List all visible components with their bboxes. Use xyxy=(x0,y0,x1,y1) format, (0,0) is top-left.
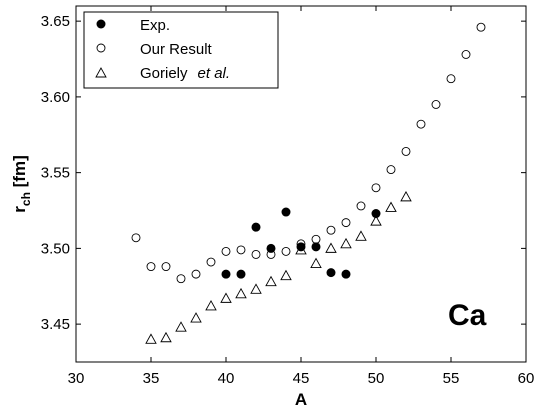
our-result-point xyxy=(341,218,351,228)
legend-label-our-result: Our Result xyxy=(140,41,213,58)
exp-point xyxy=(251,222,261,232)
our-result-point xyxy=(161,262,171,272)
our-result-point xyxy=(131,233,141,243)
our-result-point xyxy=(356,201,366,211)
x-tick-label: 40 xyxy=(218,370,235,387)
x-tick-label: 35 xyxy=(143,370,160,387)
exp-point xyxy=(281,207,291,217)
goriely-point xyxy=(325,242,337,253)
x-tick-label: 30 xyxy=(68,370,85,387)
our-result-point xyxy=(461,50,471,59)
x-axis-label: A xyxy=(295,390,307,409)
our-result-point xyxy=(446,74,456,84)
legend: Exp. Our Result Goriely et al. xyxy=(83,11,279,89)
goriely-point xyxy=(160,331,172,343)
our-result-point xyxy=(281,246,291,256)
x-tick-label: 55 xyxy=(443,370,460,387)
our-result-point xyxy=(326,225,336,235)
our-result-point xyxy=(191,269,201,279)
legend-marker-exp xyxy=(96,19,106,29)
exp-point xyxy=(221,269,231,279)
legend-marker-our-result xyxy=(96,43,106,53)
goriely-point xyxy=(295,243,307,255)
our-result-point xyxy=(221,246,231,256)
legend-box xyxy=(83,11,279,89)
our-result-point xyxy=(371,183,381,193)
our-result-point xyxy=(431,100,441,109)
our-result-point xyxy=(296,239,306,249)
goriely-point xyxy=(400,190,412,202)
legend-label-exp: Exp. xyxy=(140,17,170,34)
exp-point xyxy=(311,242,321,252)
goriely-point xyxy=(220,292,232,303)
our-result-point xyxy=(401,146,411,156)
our-result-point xyxy=(251,249,261,259)
axis-ticks: 30 35 40 45 50 55 60 3.45 3.50 3.55 3.60 3.65 xyxy=(41,6,535,387)
y-tick-label: 3.60 xyxy=(41,89,70,106)
legend-label-goriely: Goriely et al. xyxy=(140,65,230,82)
goriely-point xyxy=(370,215,382,226)
y-tick-label: 3.50 xyxy=(41,240,70,257)
our-result-point xyxy=(266,249,276,259)
our-result-point xyxy=(146,262,156,272)
y-tick-label: 3.55 xyxy=(41,165,70,182)
y-axis-label: rch [fm] xyxy=(10,155,33,212)
goriely-point xyxy=(355,230,367,241)
our-result-point xyxy=(311,234,321,244)
data-marks xyxy=(131,22,486,344)
goriely-point xyxy=(250,283,262,294)
legend-marker-goriely xyxy=(95,67,107,78)
goriely-point xyxy=(175,321,187,332)
exp-point xyxy=(341,269,351,279)
goriely-point xyxy=(280,269,292,281)
our-result-point xyxy=(236,245,246,255)
x-tick-label: 50 xyxy=(368,370,385,387)
our-result-point xyxy=(176,274,186,284)
our-result-point xyxy=(476,22,486,32)
goriely-point xyxy=(190,312,202,323)
goriely-point xyxy=(265,275,277,287)
x-tick-label: 45 xyxy=(293,370,310,387)
exp-point xyxy=(371,209,381,219)
our-result-point xyxy=(386,165,396,175)
x-tick-label: 60 xyxy=(518,370,535,387)
goriely-point xyxy=(205,300,217,311)
y-tick-label: 3.65 xyxy=(41,13,70,30)
goriely-point xyxy=(310,257,322,268)
our-result-point xyxy=(206,257,216,267)
goriely-point xyxy=(145,333,157,344)
exp-point xyxy=(326,268,336,278)
our-result-point xyxy=(416,119,426,129)
y-tick-label: 3.45 xyxy=(41,316,70,333)
goriely-point xyxy=(235,287,247,299)
goriely-point xyxy=(340,237,352,249)
exp-point xyxy=(236,269,246,279)
chart-annotation-ca: Ca xyxy=(448,299,487,332)
goriely-point xyxy=(385,201,397,212)
